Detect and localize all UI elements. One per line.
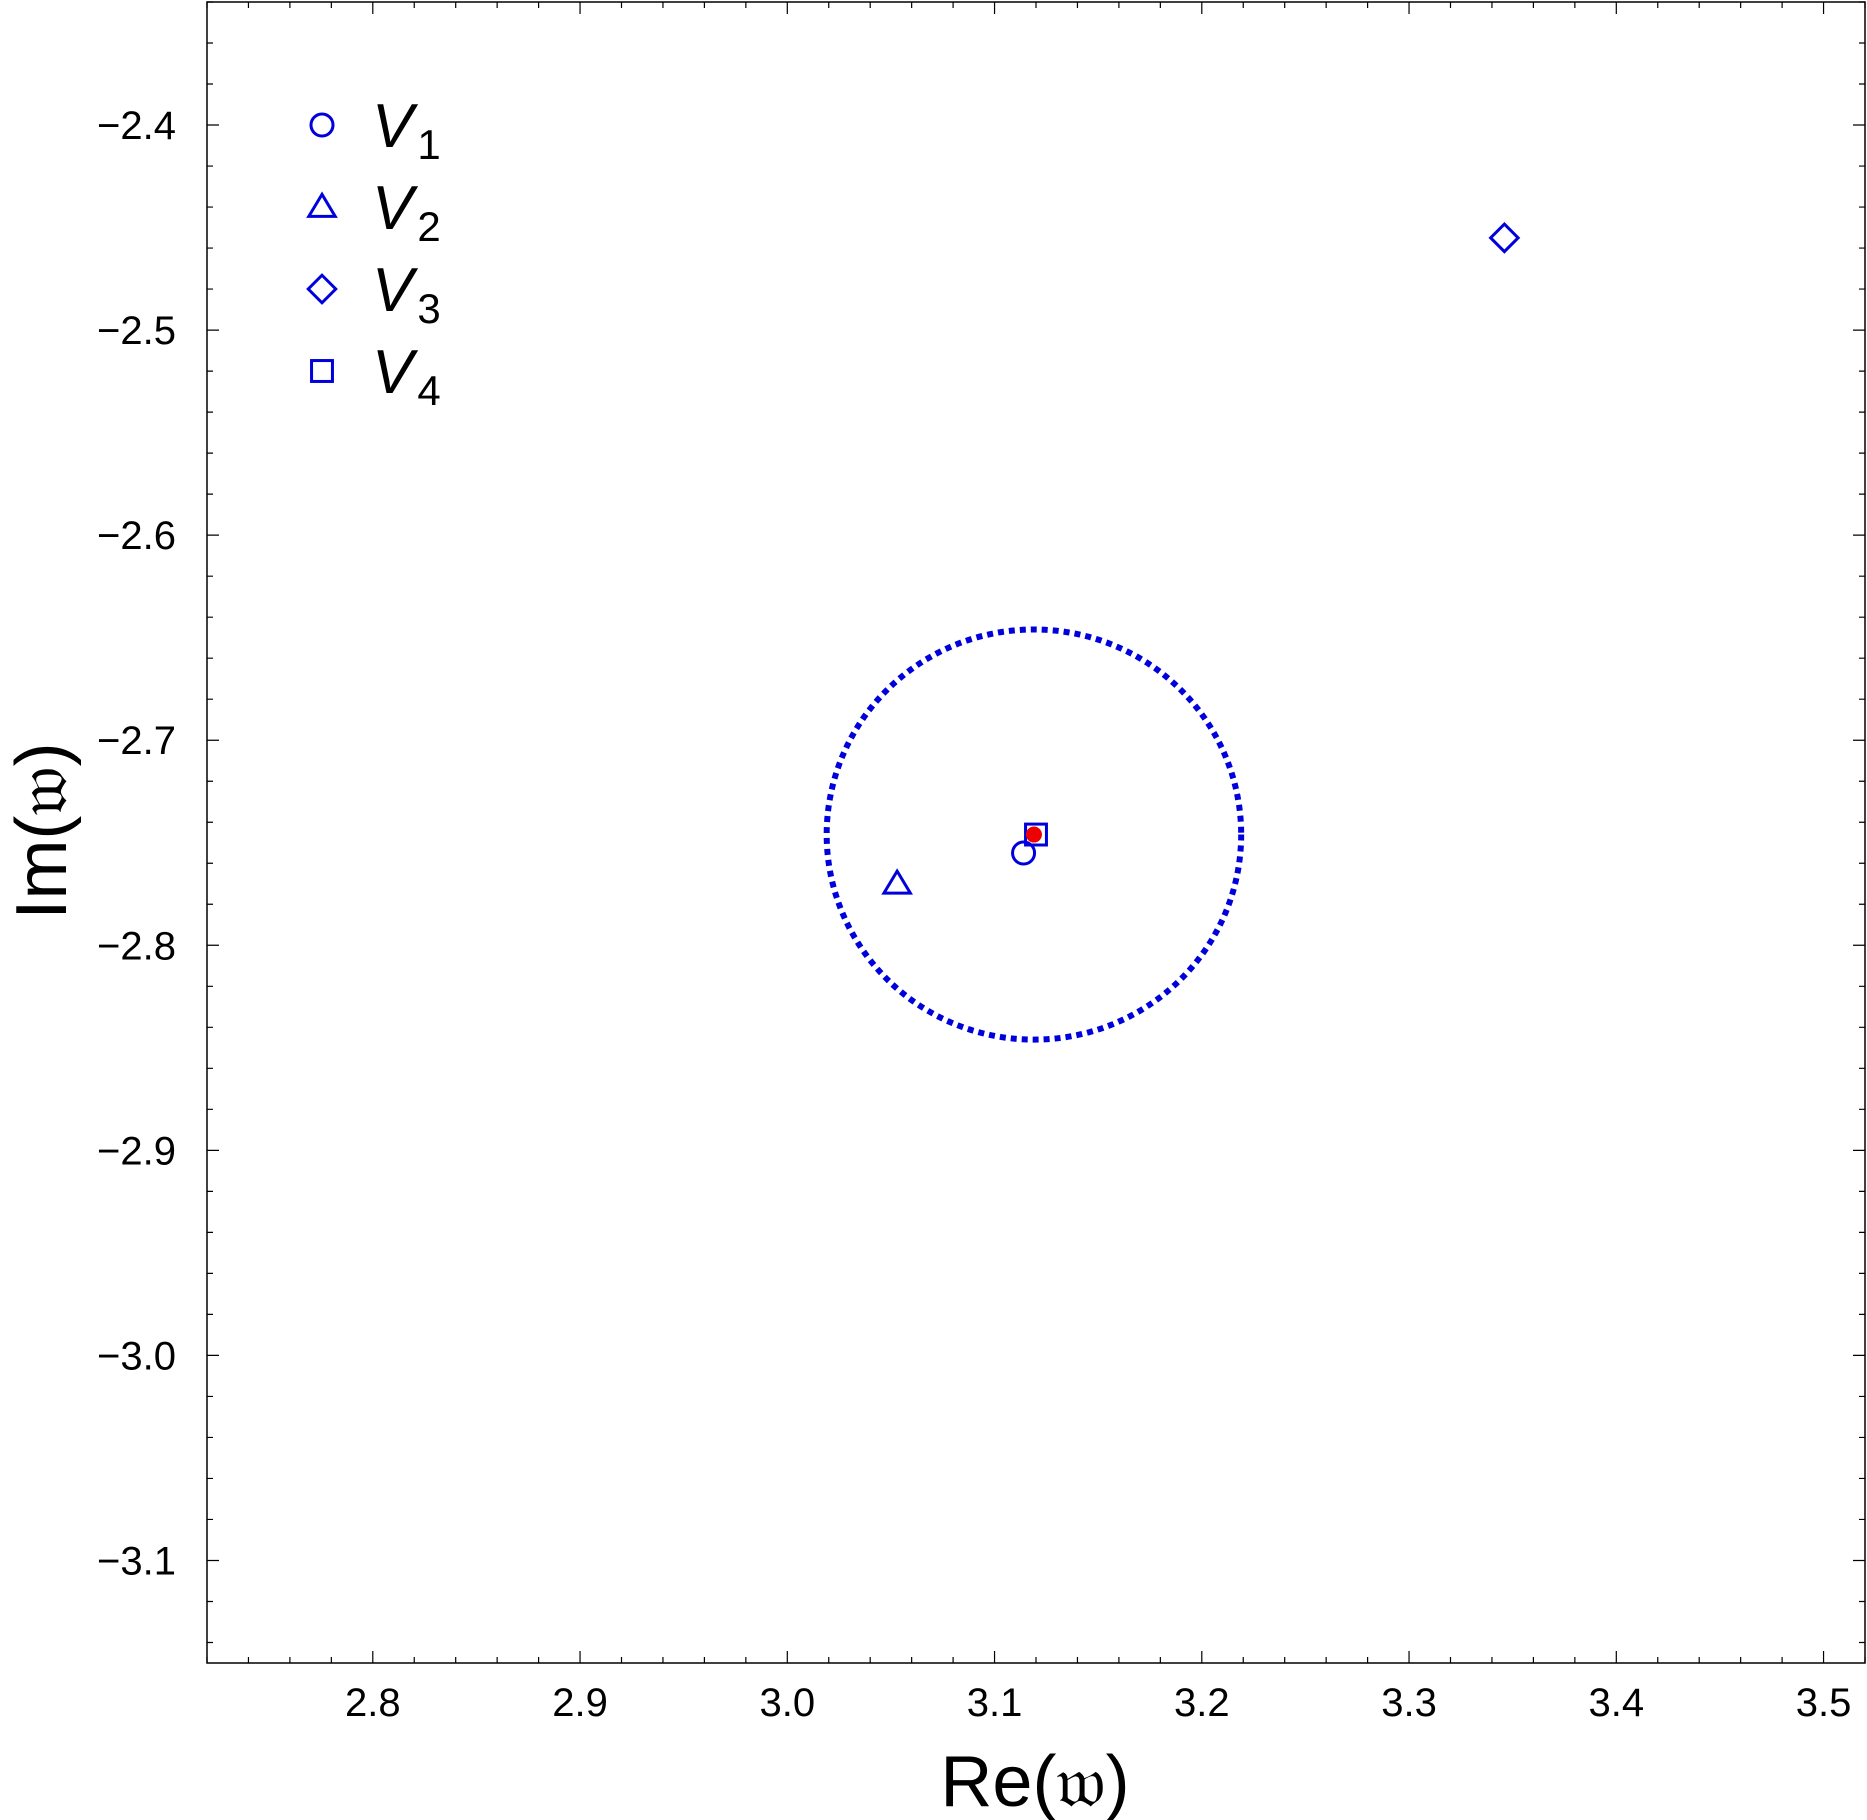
x-tick-labels: 2.8 2.9 3.0 3.1 3.2 3.3 3.4 3.5 <box>345 1681 1851 1725</box>
y-tick-label: −2.7 <box>97 719 176 763</box>
x-tick-label: 3.0 <box>759 1681 815 1725</box>
x-tick-label: 3.2 <box>1174 1681 1230 1725</box>
y-tick-label: −2.8 <box>97 924 176 968</box>
red-reference-point <box>1025 826 1042 843</box>
legend-entry: V2 <box>306 174 441 250</box>
y-axis-label: Im(𝔴) <box>2 742 82 919</box>
x-tick-label: 2.8 <box>345 1681 401 1725</box>
legend-subscript: 4 <box>417 367 440 414</box>
square-marker-V4 <box>1024 822 1048 847</box>
legend-subscript: 2 <box>417 203 440 250</box>
legend-label: V1 <box>372 92 441 168</box>
data-markers <box>881 221 1521 895</box>
y-tick-label: −2.4 <box>97 104 176 148</box>
x-tick-label: 3.3 <box>1381 1681 1437 1725</box>
legend-entry: V3 <box>306 256 441 332</box>
x-tick-label: 3.5 <box>1796 1681 1852 1725</box>
tick-marks <box>206 1 1866 1663</box>
x-tick-label: 2.9 <box>552 1681 608 1725</box>
x-tick-label: 3.1 <box>967 1681 1023 1725</box>
legend-entry: V1 <box>309 92 441 168</box>
legend-diamond-icon <box>306 273 338 305</box>
dotted-circle-layer <box>823 626 1245 1043</box>
y-tick-label: −3.0 <box>97 1334 176 1378</box>
triangle-marker-V2 <box>881 868 913 895</box>
legend-triangle-icon <box>306 191 338 218</box>
y-tick-label: −3.1 <box>97 1539 176 1583</box>
axis-ticks <box>206 1 1866 1663</box>
y-tick-label: −2.5 <box>97 309 176 353</box>
y-tick-labels: −2.4 −2.5 −2.6 −2.7 −2.8 −2.9 −3.0 −3.1 <box>97 104 176 1583</box>
circle-marker-V1 <box>1011 840 1037 866</box>
y-tick-label: −2.9 <box>97 1129 176 1173</box>
x-axis-label: Re(𝔴) <box>940 1742 1129 1820</box>
legend-entry: V4 <box>310 338 441 414</box>
diamond-marker-V3 <box>1488 221 1521 254</box>
x-tick-label: 3.4 <box>1588 1681 1644 1725</box>
dotted-circle <box>823 626 1245 1043</box>
legend-label: V2 <box>372 174 441 250</box>
legend-subscript: 3 <box>417 285 440 332</box>
legend-subscript: 1 <box>417 121 440 168</box>
legend-circle-icon <box>309 112 335 138</box>
legend-label: V3 <box>372 256 441 332</box>
y-tick-label: −2.6 <box>97 514 176 558</box>
legend-square-icon <box>310 359 334 383</box>
legend-label: V4 <box>372 338 441 414</box>
